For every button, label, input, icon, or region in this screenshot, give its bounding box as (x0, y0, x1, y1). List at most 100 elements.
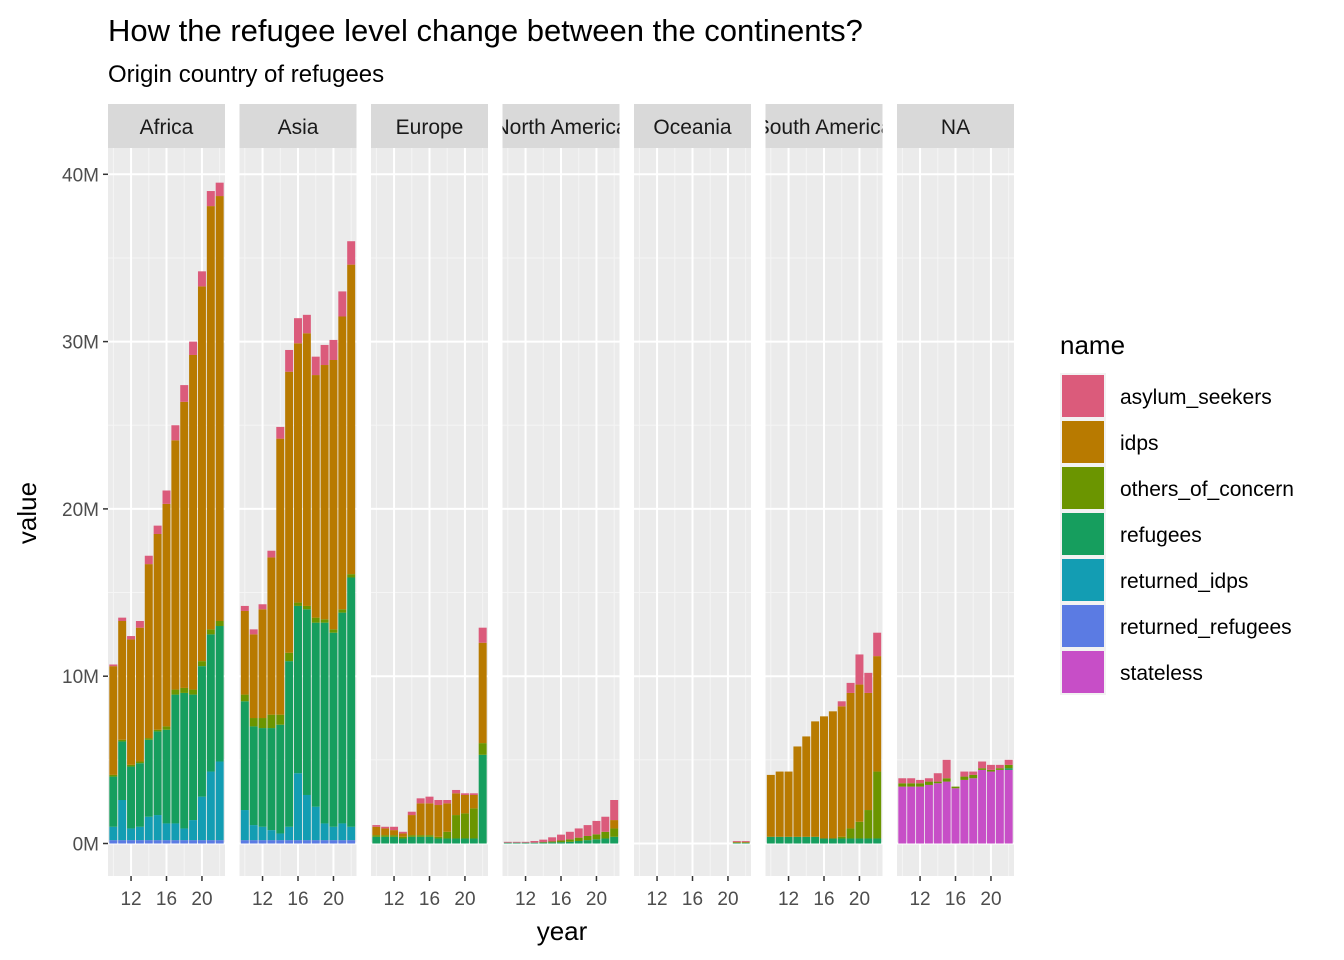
bar-asia-2018-returned-refugees (311, 840, 320, 844)
bar-oceania-2022-refugees (741, 842, 750, 844)
bar-europe-2015-others-of-concern (416, 835, 425, 837)
x-tick-label: 12 (646, 889, 667, 910)
bar-asia-2011-idps (249, 634, 258, 719)
x-tick-label: 20 (849, 889, 870, 910)
bar-africa-2020-idps (197, 286, 206, 662)
bar-asia-2011-asylum-seekers (249, 629, 258, 635)
bar-africa-2015-returned-refugees (153, 840, 162, 844)
bar-asia-2020-others-of-concern (329, 629, 338, 633)
facet-north-america: North America 12 16 20 (502, 104, 620, 910)
bar-oceania-2021-idps (732, 841, 741, 843)
bar-south-america-2019-others-of-concern (846, 828, 855, 839)
bar-asia-2010-idps (240, 610, 249, 695)
bar-europe-2021-others-of-concern (469, 808, 478, 839)
bar-na-2012-stateless (916, 786, 925, 844)
bar-europe-2010-idps (372, 826, 381, 836)
bar-asia-2014-returned-idps (276, 833, 285, 841)
bar-asia-2013-returned-idps (267, 830, 276, 841)
bar-africa-2010-idps (109, 666, 118, 775)
bar-europe-2021-refugees (469, 838, 478, 844)
y-tick-label: 40M (62, 165, 99, 186)
bar-south-america-2018-others-of-concern (837, 836, 846, 839)
facet-strip (371, 104, 488, 148)
bar-africa-2018-returned-refugees (180, 840, 189, 844)
bar-africa-2011-idps (118, 620, 127, 740)
bar-north-america-2020-asylum-seekers (592, 820, 601, 835)
bar-asia-2015-asylum-seekers (285, 349, 294, 372)
bar-south-america-2011-idps (775, 771, 784, 837)
bar-na-2019-asylum-seekers (978, 761, 987, 769)
facet-strip (897, 104, 1014, 148)
bar-europe-2017-asylum-seekers (434, 800, 443, 806)
bar-africa-2015-refugees (153, 731, 162, 816)
bar-africa-2015-others-of-concern (153, 729, 162, 732)
bar-north-america-2020-refugees (592, 839, 601, 844)
bar-asia-2022-returned-idps (347, 826, 356, 841)
bar-europe-2013-others-of-concern (398, 836, 407, 839)
facet-strip (239, 104, 357, 148)
bar-africa-2022-refugees (215, 626, 224, 762)
x-tick-label: 20 (586, 889, 607, 910)
bar-europe-2019-others-of-concern (452, 815, 461, 839)
bar-africa-2011-asylum-seekers (118, 617, 127, 621)
bar-na-2011-asylum-seekers (907, 778, 916, 784)
bar-asia-2013-others-of-concern (267, 714, 276, 729)
bar-asia-2012-refugees (258, 728, 267, 827)
bar-south-america-2018-refugees (837, 838, 846, 844)
bar-asia-2017-returned-idps (302, 794, 311, 841)
bar-africa-2021-returned-idps (206, 771, 215, 841)
bar-asia-2012-asylum-seekers (258, 604, 267, 610)
bar-asia-2016-returned-refugees (294, 840, 302, 844)
bar-north-america-2016-others-of-concern (557, 840, 565, 843)
bar-asia-2010-returned-refugees (240, 840, 249, 844)
bar-africa-2010-returned-idps (109, 826, 118, 841)
bar-africa-2013-asylum-seekers (135, 620, 144, 628)
bar-africa-2016-refugees (162, 729, 171, 824)
bar-africa-2019-returned-refugees (189, 840, 198, 844)
bar-north-america-2019-asylum-seekers (583, 825, 592, 836)
bar-africa-2014-returned-idps (144, 816, 153, 841)
bar-north-america-2014-refugees (539, 842, 548, 844)
bar-europe-2019-idps (452, 793, 461, 816)
bar-asia-2011-others-of-concern (249, 718, 258, 727)
bar-na-2013-stateless (924, 784, 933, 844)
bar-south-america-2014-refugees (802, 836, 811, 844)
facet-strip-label: Asia (278, 116, 319, 139)
legend-label: stateless (1120, 662, 1203, 685)
bar-asia-2017-refugees (302, 609, 311, 795)
facet-europe: Europe 12 16 20 (371, 104, 488, 910)
bar-south-america-2021-others-of-concern (864, 810, 873, 839)
bar-africa-2020-others-of-concern (197, 661, 206, 667)
bar-na-2016-stateless (951, 788, 960, 844)
bar-asia-2019-returned-idps (320, 823, 329, 841)
bar-europe-2019-refugees (452, 838, 461, 844)
bar-europe-2010-asylum-seekers (372, 825, 381, 827)
bar-africa-2015-returned-idps (153, 815, 162, 841)
bar-europe-2012-idps (390, 830, 399, 836)
bar-north-america-2018-refugees (574, 840, 583, 844)
bar-na-2012-others-of-concern (916, 783, 925, 787)
bar-africa-2020-returned-idps (197, 796, 206, 841)
bar-south-america-2019-refugees (846, 838, 855, 844)
bar-north-america-2014-others-of-concern (539, 842, 548, 843)
bar-africa-2013-returned-idps (135, 826, 144, 841)
bar-europe-2012-others-of-concern (390, 835, 399, 837)
bar-north-america-2018-others-of-concern (574, 837, 583, 841)
bar-na-2018-others-of-concern (969, 774, 978, 779)
bar-oceania-2021-refugees (732, 842, 741, 844)
bar-asia-2011-returned-idps (249, 825, 258, 841)
bar-north-america-2020-others-of-concern (592, 834, 601, 840)
bar-north-america-2010-asylum-seekers (503, 841, 512, 843)
bar-europe-2022-others-of-concern (478, 743, 487, 755)
legend-key-swatch (1062, 605, 1104, 647)
bar-asia-2022-others-of-concern (347, 574, 356, 578)
bar-africa-2017-returned-refugees (171, 840, 180, 844)
bar-north-america-2013-asylum-seekers (530, 840, 539, 843)
bar-africa-2017-returned-idps (171, 823, 180, 841)
legend-key-swatch (1062, 513, 1104, 555)
bar-europe-2010-others-of-concern (372, 835, 381, 837)
bar-asia-2018-asylum-seekers (311, 356, 320, 376)
bar-na-2012-asylum-seekers (916, 779, 925, 784)
bar-asia-2010-returned-idps (240, 810, 249, 841)
bar-north-america-2022-refugees (610, 836, 619, 844)
